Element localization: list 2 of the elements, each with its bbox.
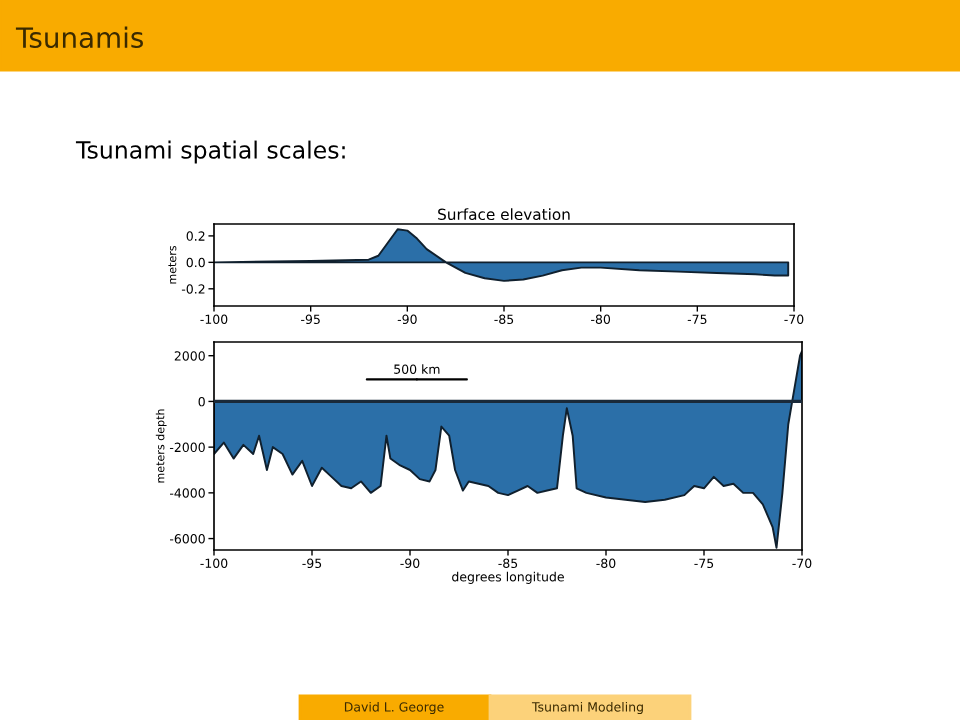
text: Tsunamis bbox=[15, 26, 143, 49]
text: Tsunami spatial scales: bbox=[75, 140, 345, 164]
